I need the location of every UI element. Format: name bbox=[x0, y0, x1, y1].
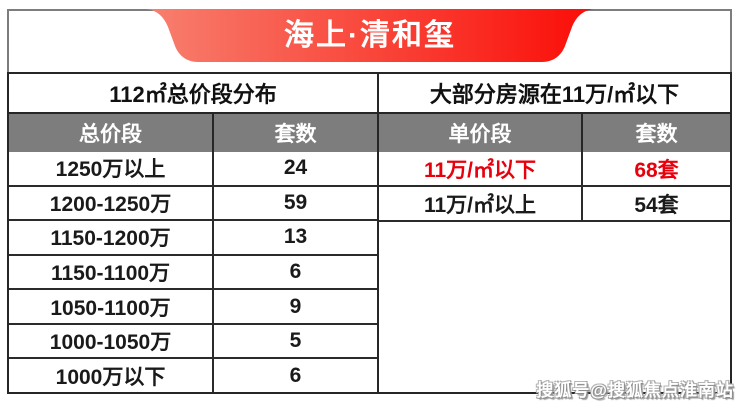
unit-price-col-header: 单价段 bbox=[379, 114, 583, 152]
unit-price-section-title: 大部分房源在11万/㎡以下 bbox=[379, 74, 730, 114]
title-ribbon: 海上·清和玺 bbox=[146, 9, 594, 62]
total-units-col-header: 套数 bbox=[274, 123, 317, 146]
price-distribution-table: 112㎡总价段分布 总价段 套数 1250万以上 24 1200-1250万 5… bbox=[7, 72, 732, 394]
table-row: 1000万以下 6 bbox=[9, 357, 377, 393]
ribbon-shape-svg bbox=[146, 9, 594, 62]
total-price-header-row: 总价段 套数 bbox=[9, 114, 377, 152]
table-row: 1250万以上 24 bbox=[9, 152, 377, 185]
table-row: 11万/㎡以上 54套 bbox=[379, 187, 730, 222]
total-price-pane: 112㎡总价段分布 总价段 套数 1250万以上 24 1200-1250万 5… bbox=[9, 74, 379, 393]
total-price-section-title: 112㎡总价段分布 bbox=[9, 74, 377, 114]
price-range-cell: 1000-1050万 bbox=[9, 324, 214, 358]
unit-count-cell: 9 bbox=[289, 294, 302, 318]
unit-count-cell: 24 bbox=[283, 156, 308, 180]
unit-count-cell: 59 bbox=[283, 190, 308, 214]
price-range-cell: 1150-1200万 bbox=[9, 221, 214, 254]
price-range-cell: 1200-1250万 bbox=[9, 186, 214, 220]
table-row: 1200-1250万 59 bbox=[9, 184, 377, 220]
price-range-cell: 1000万以下 bbox=[9, 359, 214, 393]
empty-cell bbox=[379, 222, 730, 392]
unit-count-cell: 6 bbox=[289, 260, 302, 284]
table-row: 1000-1050万 5 bbox=[9, 322, 377, 358]
project-title: 海上·清和玺 bbox=[284, 19, 456, 52]
price-range-cell: 1250万以上 bbox=[9, 152, 214, 185]
table-row: 1150-1100万 6 bbox=[9, 253, 377, 289]
unit-count-cell: 13 bbox=[283, 225, 308, 249]
total-price-col-header: 总价段 bbox=[9, 114, 214, 152]
unit-count-cell: 5 bbox=[289, 329, 302, 353]
unit-price-range-cell: 11万/㎡以下 bbox=[379, 152, 583, 185]
unit-price-header-row: 单价段 套数 bbox=[379, 114, 730, 152]
unit-count-col-header: 套数 bbox=[635, 123, 678, 146]
price-range-cell: 1150-1100万 bbox=[9, 255, 214, 289]
unit-price-pane: 大部分房源在11万/㎡以下 单价段 套数 11万/㎡以下 68套 11万/㎡以上… bbox=[379, 74, 730, 392]
unit-price-range-cell: 11万/㎡以上 bbox=[379, 187, 583, 220]
table-row-highlighted: 11万/㎡以下 68套 bbox=[379, 152, 730, 187]
table-row: 1150-1200万 13 bbox=[9, 219, 377, 254]
sohu-watermark: 搜狐号@搜狐焦点淮南站 bbox=[536, 381, 734, 400]
unit-count-cell: 54套 bbox=[634, 193, 679, 217]
price-range-cell: 1050-1100万 bbox=[9, 290, 214, 323]
table-row: 1050-1100万 9 bbox=[9, 288, 377, 323]
unit-count-cell: 6 bbox=[289, 363, 302, 387]
unit-count-cell: 68套 bbox=[634, 158, 679, 182]
total-price-rows: 1250万以上 24 1200-1250万 59 1150-1200万 13 1… bbox=[9, 152, 377, 393]
